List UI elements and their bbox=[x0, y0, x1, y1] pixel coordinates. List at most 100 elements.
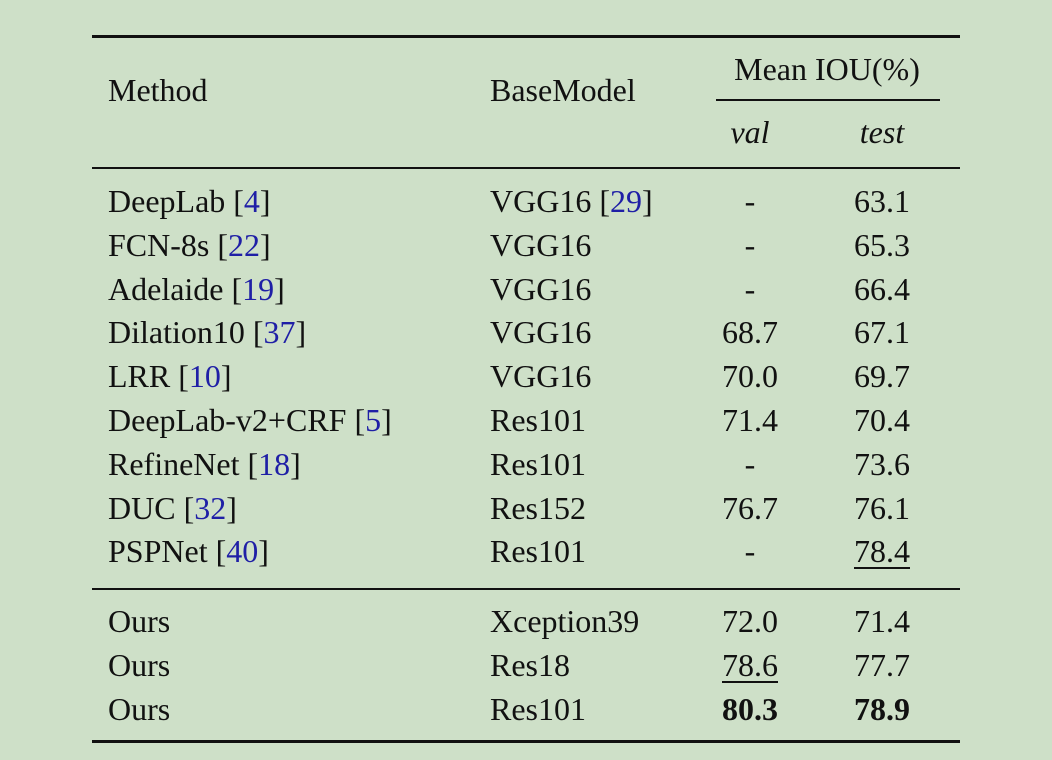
method-cell: DeepLab [4] bbox=[108, 185, 271, 217]
citation: 40 bbox=[226, 533, 259, 570]
bracket: ] bbox=[258, 533, 269, 570]
test-cell: 69.7 bbox=[854, 360, 910, 392]
header-test: test bbox=[859, 114, 905, 150]
bracket: [ bbox=[233, 183, 244, 219]
method-cell: DeepLab-v2+CRF [5] bbox=[108, 404, 392, 436]
val-cell: - bbox=[745, 535, 756, 567]
test-value: 77.7 bbox=[854, 646, 910, 683]
test-value: 73.6 bbox=[854, 445, 910, 482]
header-val: val bbox=[730, 114, 770, 150]
bracket: ] bbox=[259, 183, 271, 219]
val-cell: 68.7 bbox=[722, 316, 778, 348]
cell-text: Ours bbox=[108, 646, 171, 683]
val-cell: - bbox=[745, 448, 756, 480]
base-model-cell: VGG16 [29] bbox=[490, 185, 653, 217]
cell-text: Ours bbox=[108, 603, 171, 639]
base-model-cell: VGG16 bbox=[490, 316, 591, 348]
test-cell: 65.3 bbox=[854, 229, 910, 261]
cell-text: RefineNet bbox=[108, 445, 240, 482]
test-value: 65.3 bbox=[854, 226, 910, 263]
val-cell: 71.4 bbox=[722, 404, 778, 436]
test-cell: 63.1 bbox=[854, 185, 910, 217]
citation: 4 bbox=[243, 183, 260, 219]
cell-text: VGG16 bbox=[490, 270, 592, 307]
bracket: ] bbox=[641, 183, 653, 219]
test-value: 66.4 bbox=[854, 270, 910, 307]
val-value: 78.6 bbox=[722, 646, 778, 683]
val-value: 76.7 bbox=[722, 489, 778, 526]
cell-text: FCN-8s bbox=[108, 226, 210, 263]
base-model-cell: Res101 bbox=[490, 535, 586, 567]
top-rule bbox=[92, 35, 960, 38]
citation: 10 bbox=[188, 358, 221, 395]
bracket: [ bbox=[252, 314, 264, 351]
test-value: 69.7 bbox=[854, 358, 910, 395]
test-value: 78.4 bbox=[854, 533, 910, 570]
bracket: ] bbox=[226, 489, 237, 526]
val-value: 68.7 bbox=[722, 314, 778, 351]
bracket: ] bbox=[260, 226, 271, 263]
cell-text: Dilation10 bbox=[108, 314, 245, 351]
val-value: - bbox=[744, 183, 756, 219]
header-method: Method bbox=[108, 72, 208, 108]
cell-text: PSPNet bbox=[108, 533, 208, 570]
val-cell: 72.0 bbox=[722, 605, 778, 637]
bracket: [ bbox=[178, 358, 189, 395]
metric-rule bbox=[716, 99, 940, 101]
test-cell: 73.6 bbox=[854, 448, 910, 480]
bracket: ] bbox=[381, 402, 392, 438]
cell-text: DeepLab-v2+CRF bbox=[108, 402, 347, 438]
bracket: [ bbox=[231, 270, 243, 307]
bracket: [ bbox=[183, 489, 195, 526]
method-cell: Adelaide [19] bbox=[108, 273, 285, 305]
base-model-cell: Xception39 bbox=[490, 605, 639, 637]
val-cell: 78.6 bbox=[722, 649, 778, 681]
val-value: 72.0 bbox=[722, 603, 778, 639]
val-cell: 76.7 bbox=[722, 492, 778, 524]
base-model-cell: Res101 bbox=[490, 693, 586, 725]
test-cell: 78.4 bbox=[854, 535, 910, 567]
header-rule bbox=[92, 167, 960, 169]
cell-text: DeepLab bbox=[108, 183, 226, 219]
val-value: - bbox=[744, 226, 756, 263]
method-cell: FCN-8s [22] bbox=[108, 229, 271, 261]
header-metric: Mean IOU(%) bbox=[734, 51, 920, 87]
val-cell: 80.3 bbox=[722, 693, 778, 725]
group-rule bbox=[92, 588, 960, 590]
val-value: - bbox=[744, 445, 756, 482]
citation: 22 bbox=[228, 226, 261, 263]
method-cell: RefineNet [18] bbox=[108, 448, 301, 480]
val-value: - bbox=[744, 270, 756, 307]
base-model-cell: VGG16 bbox=[490, 360, 591, 392]
method-cell: Ours bbox=[108, 693, 170, 725]
cell-text: VGG16 bbox=[490, 183, 592, 219]
method-cell: LRR [10] bbox=[108, 360, 232, 392]
cell-text: Ours bbox=[108, 690, 171, 727]
val-value: 71.4 bbox=[722, 402, 778, 438]
base-model-cell: Res101 bbox=[490, 448, 586, 480]
test-value: 71.4 bbox=[854, 603, 910, 639]
base-model-cell: Res152 bbox=[490, 492, 586, 524]
val-value: - bbox=[744, 533, 756, 570]
cell-text: Res101 bbox=[490, 690, 586, 727]
test-value: 67.1 bbox=[854, 314, 910, 351]
val-cell: - bbox=[745, 229, 756, 261]
bracket: [ bbox=[247, 445, 259, 482]
cell-text: VGG16 bbox=[490, 226, 592, 263]
method-cell: Ours bbox=[108, 649, 170, 681]
citation: 32 bbox=[194, 489, 227, 526]
bracket: [ bbox=[599, 183, 610, 219]
cell-text: Adelaide bbox=[108, 270, 224, 307]
cell-text: VGG16 bbox=[490, 314, 592, 351]
test-cell: 70.4 bbox=[854, 404, 910, 436]
base-model-cell: VGG16 bbox=[490, 273, 591, 305]
cell-text: Res101 bbox=[490, 445, 586, 482]
method-cell: PSPNet [40] bbox=[108, 535, 269, 567]
val-value: 70.0 bbox=[722, 358, 778, 395]
citation: 37 bbox=[263, 314, 296, 351]
val-cell: - bbox=[745, 185, 756, 217]
citation: 5 bbox=[365, 402, 382, 438]
cell-text: DUC bbox=[108, 489, 176, 526]
cell-text: VGG16 bbox=[490, 358, 592, 395]
